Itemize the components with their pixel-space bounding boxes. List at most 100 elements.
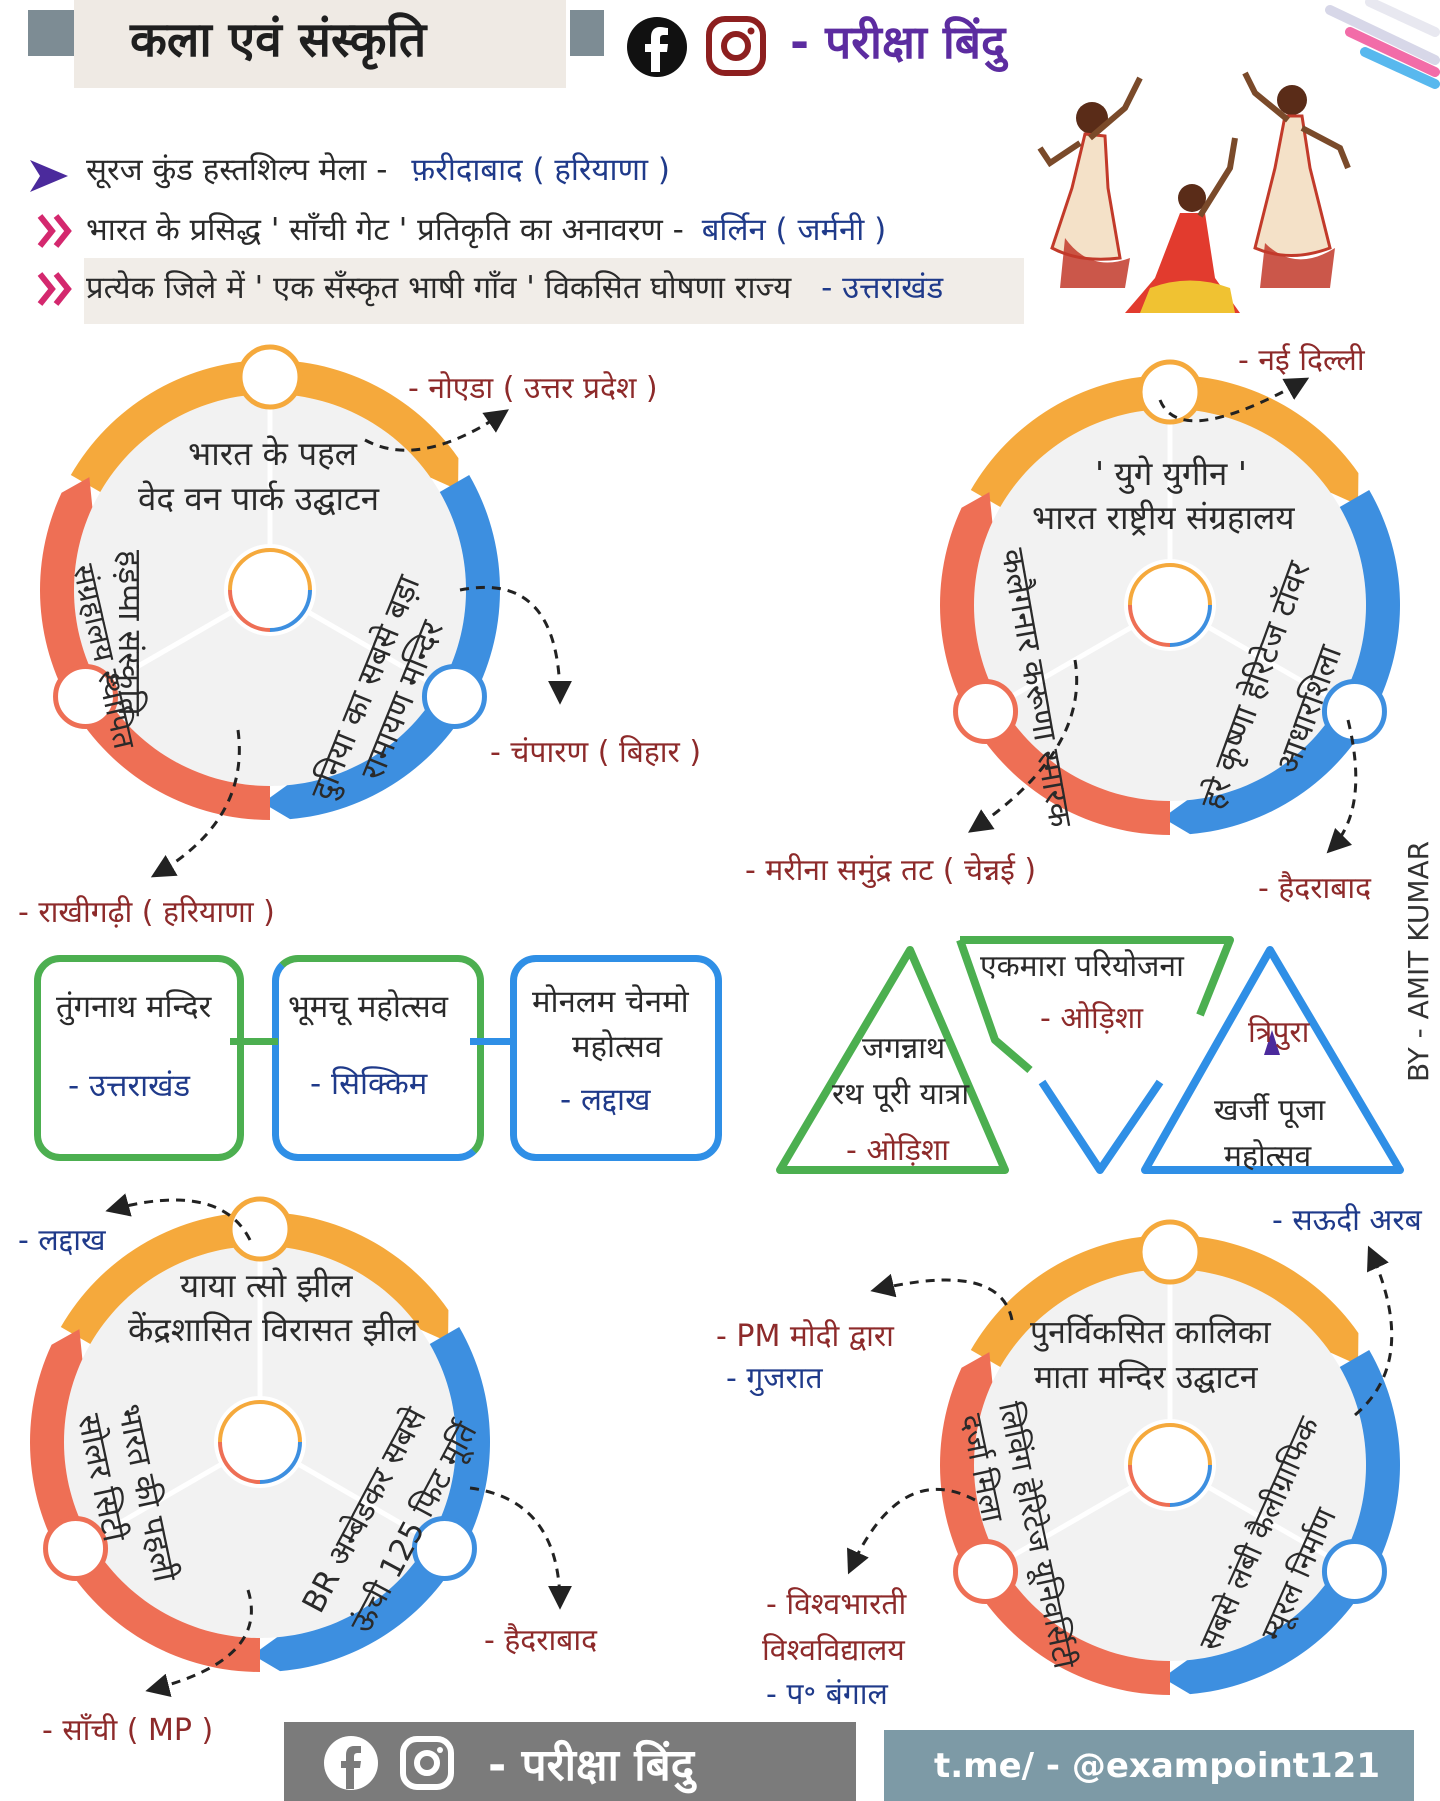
wheel-2-label-top: - नई दिल्ली: [1238, 343, 1365, 378]
fact-2-answer: बर्लिन ( जर्मनी ): [701, 212, 887, 248]
w3-segment-red: [29, 1329, 260, 1672]
footer-instagram-icon[interactable]: [398, 1734, 456, 1792]
w4-hub-ring-right: [1169, 1464, 1212, 1507]
triangle-2-place: - ओड़िशा: [1040, 1001, 1144, 1036]
wheel-1-top-line-2: वेद वन पार्क उद्घाटन: [138, 479, 380, 518]
header-accent-bar-left: [28, 10, 76, 56]
footer-facebook-icon[interactable]: [322, 1734, 380, 1792]
wheel-4-label-top-left-1: - PM मोदी द्वारा: [716, 1319, 894, 1354]
fact-2-text: भारत के प्रसिद्ध ' साँची गेट ' प्रतिकृति…: [86, 212, 684, 248]
w1-hub-ring-right: [269, 589, 312, 632]
w4-segment-blue: [1162, 1350, 1400, 1695]
double-chevron-icon: [37, 214, 72, 248]
w2-hub: [1124, 559, 1216, 651]
w2-segment-blue: [1162, 490, 1400, 835]
w1-node: [421, 664, 487, 729]
w3-hub-ring-right: [259, 1441, 302, 1484]
w2-hub-ring-left: [1128, 604, 1171, 647]
brand-name: - परीक्षा बिंदु: [790, 15, 1006, 69]
triangle-3-place: त्रिपुरा: [1248, 1015, 1310, 1050]
w4-node: [953, 1539, 1019, 1604]
wheel-4-top-line-1: पुनर्विकसित कालिका: [1030, 1313, 1271, 1351]
w3-hub: [214, 1396, 306, 1488]
box-bhumchu: [272, 955, 484, 1161]
w1-node: [53, 664, 119, 729]
w3-node: [227, 1196, 293, 1262]
w2-hub-ring-top: [1128, 563, 1212, 606]
w4-node: [1321, 1539, 1387, 1604]
box-tungnath: [34, 955, 244, 1161]
box-connector-2: [470, 1038, 516, 1045]
w4-hub: [1124, 1419, 1216, 1511]
wheel-4-top-line-2: माता मन्दिर उद्घाटन: [1034, 1358, 1258, 1396]
box-monlam: [510, 955, 722, 1161]
dancers-illustration: [1037, 71, 1351, 313]
wheel-2-top-line-1: ' युगे युगीन ': [1095, 454, 1247, 493]
footer-telegram-link[interactable]: t.me/ - @exampoint121: [934, 1746, 1381, 1786]
wheel-4-label-left-2: विश्वविद्यालय: [762, 1633, 905, 1668]
fact-3: प्रत्येक जिले में ' एक सँस्कृत भाषी गाँव…: [86, 266, 943, 308]
wheel-1-label-top: - नोएडा ( उत्तर प्रदेश ): [408, 371, 658, 406]
facebook-icon[interactable]: [624, 14, 690, 80]
wheel-4-label-top-left-2: - गुजरात: [726, 1361, 823, 1396]
w1-segment-red: [39, 477, 270, 820]
box-1-place: - उत्तराखंड: [68, 1068, 191, 1104]
w3-hub-ring-top: [218, 1400, 302, 1443]
box-3-title-line-2: महोत्सव: [572, 1029, 663, 1065]
wheel-2-graphic: [940, 359, 1400, 835]
header-accent-bar-right: [570, 10, 604, 56]
w1-hub: [224, 544, 316, 636]
wheel-4-label-left-1: - विश्वभारती: [766, 1587, 907, 1622]
triangles-graphic: [776, 936, 1404, 1174]
w2-node: [953, 679, 1019, 744]
footer-brand: - परीक्षा बिंदु: [488, 1740, 695, 1791]
w3-segment-orange: [60, 1212, 449, 1344]
wheel-4-label-left-3: - प॰ बंगाल: [766, 1677, 888, 1712]
w2-hub-ring-right: [1169, 604, 1212, 647]
w2-segment-red: [940, 492, 1170, 835]
instagram-icon[interactable]: [704, 14, 768, 78]
w3-node: [411, 1516, 477, 1581]
w4-segment-red: [940, 1352, 1170, 1695]
wheel-3-top-line-2: केंद्रशासित विरासत झील: [128, 1310, 419, 1349]
w4-hub-ring-top: [1128, 1423, 1212, 1466]
w1-node: [237, 344, 303, 410]
wheel-4-graphic: [940, 1219, 1400, 1695]
w3-node: [43, 1516, 109, 1581]
w1-hub-ring-left: [228, 589, 271, 632]
wheel-3-label-top: - लद्दाख: [18, 1223, 106, 1258]
fact-3-answer: - उत्तराखंड: [821, 270, 944, 306]
triangle-3-line-1: खर्जी पूजा: [1214, 1093, 1326, 1128]
wheel-1-label-bottom: - राखीगढ़ी ( हरियाणा ): [18, 895, 275, 930]
triangle-1-line-2: रथ पूरी यात्रा: [832, 1077, 970, 1112]
footer-brand-bar: [284, 1722, 856, 1801]
w2-segment-orange: [970, 375, 1359, 507]
wheel-3-label-bottom: - साँची ( MP ): [42, 1713, 214, 1748]
arrow-bullet-icon: [30, 160, 68, 192]
box-connector-1: [230, 1038, 278, 1045]
triangle-3-line-2: महोत्सव: [1224, 1139, 1312, 1174]
w4-hub-ring-left: [1128, 1464, 1171, 1507]
w2-node: [1137, 359, 1203, 425]
w2-node: [1321, 679, 1387, 744]
w1-segment-orange: [70, 360, 459, 492]
fact-1: सूरज कुंड हस्तशिल्प मेला - फ़रीदाबाद ( ह…: [86, 148, 670, 190]
box-1-title: तुंगनाथ मन्दिर: [56, 989, 212, 1025]
wheel-3-label-right: - हैदराबाद: [484, 1623, 598, 1658]
wheel-1-label-right: - चंपारण ( बिहार ): [490, 735, 702, 770]
box-2-place: - सिक्किम: [310, 1066, 428, 1102]
box-2-title: भूमचू महोत्सव: [288, 989, 448, 1025]
w3-segment-blue: [252, 1327, 491, 1672]
w4-segment-orange: [970, 1235, 1359, 1367]
triangle-2-line-1: एकमारा परियोजना: [980, 949, 1184, 984]
page-title: कला एवं संस्कृति: [130, 12, 427, 68]
w4-node: [1137, 1219, 1203, 1285]
wheel-2-label-left: - मरीना समुंद्र तट ( चेन्नई ): [745, 853, 1037, 888]
wheel-1-top-line-1: भारत के पहल: [188, 434, 358, 473]
decorative-stripes: [1325, 0, 1440, 89]
wheel-1-graphic: [39, 344, 501, 820]
fact-1-text: सूरज कुंड हस्तशिल्प मेला -: [86, 152, 388, 188]
double-chevron-icon: [37, 272, 72, 306]
w1-hub-ring-top: [228, 548, 312, 591]
